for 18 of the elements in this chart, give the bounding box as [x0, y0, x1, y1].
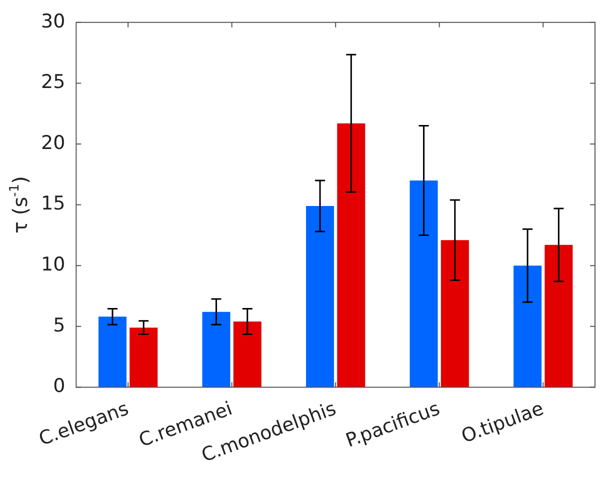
y-tick-label: 25 [40, 71, 66, 94]
y-axis-title: τ (s-1) [7, 176, 32, 234]
bar [233, 322, 262, 388]
bar [440, 240, 469, 388]
bar [410, 180, 438, 388]
bar [98, 316, 127, 388]
y-tick-label: 30 [40, 10, 66, 32]
bar [130, 328, 158, 388]
bar [306, 206, 334, 388]
y-tick-label: 20 [40, 132, 66, 154]
bar [514, 266, 542, 388]
y-tick-label: 10 [40, 254, 66, 276]
y-tick-label: 15 [40, 192, 66, 215]
y-tick-label: 0 [53, 375, 66, 398]
bar [544, 244, 573, 388]
y-tick-label: 5 [53, 314, 66, 336]
bar [202, 312, 230, 388]
bar [337, 123, 366, 388]
